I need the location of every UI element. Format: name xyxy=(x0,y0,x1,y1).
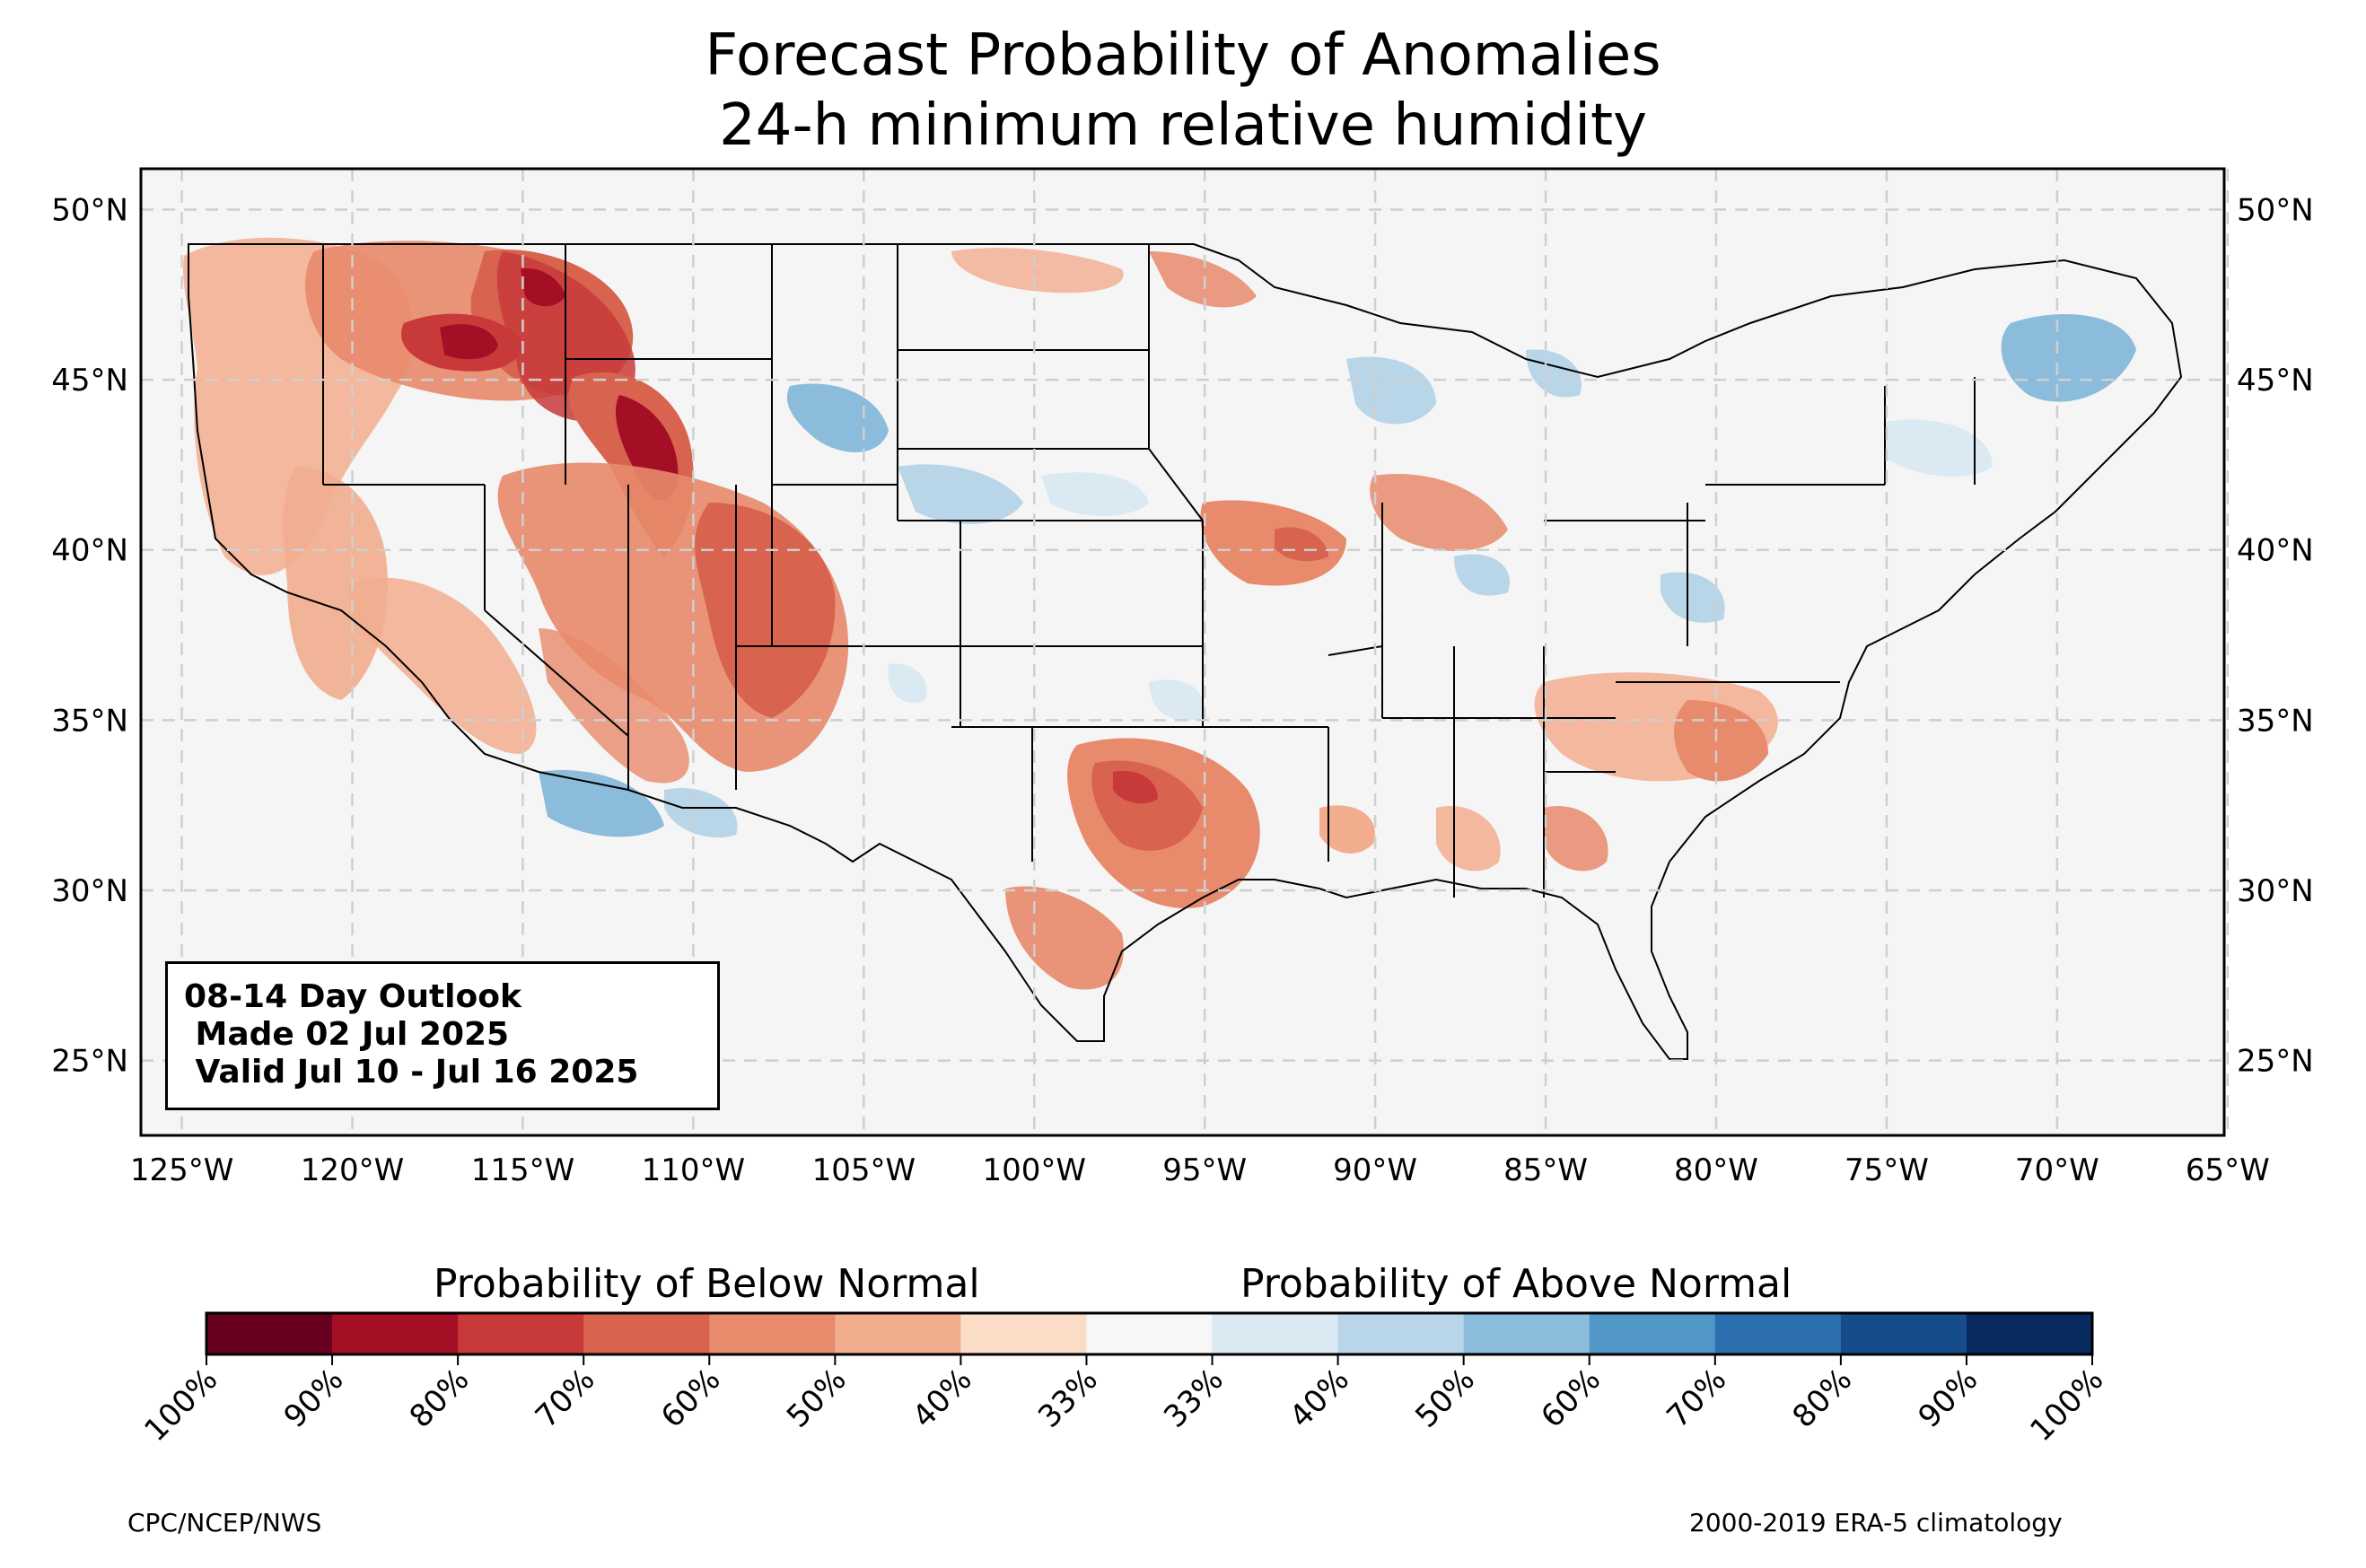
colorbar-swatch xyxy=(458,1313,584,1354)
axis-labels: 125°W 120°W 115°W 110°W 105°W 100°W 95°W 90°W 85… xyxy=(51,193,2313,1188)
latitude-label-left: 25°N xyxy=(51,1044,128,1080)
colorbar-swatch xyxy=(709,1313,836,1354)
colorbar-tick-label: 40% xyxy=(1283,1362,1356,1435)
colorbar-swatch xyxy=(1086,1313,1214,1354)
longitude-label: 65°W xyxy=(2186,1152,2270,1188)
colorbar-swatch xyxy=(1212,1313,1339,1354)
colorbar-swatch xyxy=(1337,1313,1465,1354)
colorbar-tick-label: 100% xyxy=(137,1362,224,1449)
latitude-label-right: 45°N xyxy=(2237,363,2314,399)
colorbar-tick-label: 80% xyxy=(403,1362,477,1435)
latitude-label-right: 40°N xyxy=(2237,533,2314,569)
colorbar-tick-label: 40% xyxy=(906,1362,979,1435)
colorbar-tick-label: 90% xyxy=(277,1362,351,1435)
longitude-label: 125°W xyxy=(130,1152,234,1188)
longitude-label: 80°W xyxy=(1674,1152,1758,1188)
credit-right: 2000-2019 ERA-5 climatology xyxy=(1689,1508,2063,1537)
longitude-label: 105°W xyxy=(812,1152,916,1188)
colorbar-tick-label: 50% xyxy=(780,1362,854,1435)
latitude-label-right: 25°N xyxy=(2237,1044,2314,1080)
colorbar-below-label: Probability of Below Normal xyxy=(434,1261,980,1307)
colorbar-tick-label: 60% xyxy=(654,1362,728,1435)
outlook-info-box: 08-14 Day Outlook Made 02 Jul 2025 Valid… xyxy=(165,961,720,1110)
colorbar-tick-label: 33% xyxy=(1031,1362,1105,1435)
colorbar-swatch xyxy=(583,1313,710,1354)
colorbar-above-label: Probability of Above Normal xyxy=(1240,1261,1792,1307)
latitude-label-right: 35°N xyxy=(2237,703,2314,739)
latitude-label-left: 35°N xyxy=(51,703,128,739)
longitude-label: 115°W xyxy=(471,1152,575,1188)
colorbar: 100% 90% 80% 70% 60% 50% 40% 33% 33% 40% 50% 60% 70%… xyxy=(137,1311,2110,1449)
latitude-label-right: 30°N xyxy=(2237,873,2314,909)
colorbar-tick-label: 33% xyxy=(1157,1362,1231,1435)
colorbar-tick-label: 90% xyxy=(1912,1362,1985,1435)
longitude-label: 90°W xyxy=(1333,1152,1417,1188)
colorbar-tick-label: 70% xyxy=(1660,1362,1733,1435)
outlook-valid-range: Valid Jul 10 - Jul 16 2025 xyxy=(184,1054,639,1091)
latitude-label-right: 50°N xyxy=(2237,193,2314,229)
credit-left: CPC/NCEP/NWS xyxy=(127,1508,322,1537)
title-line-2: 24-h minimum relative humidity xyxy=(719,92,1647,159)
longitude-label: 85°W xyxy=(1503,1152,1588,1188)
longitude-label: 110°W xyxy=(642,1152,746,1188)
outlook-title: 08-14 Day Outlook xyxy=(184,978,521,1015)
above-normal-shading xyxy=(539,314,2136,838)
longitude-label: 70°W xyxy=(2015,1152,2099,1188)
colorbar-frame xyxy=(205,1311,2094,1356)
colorbar-swatch xyxy=(1966,1313,2093,1354)
borders xyxy=(188,243,2183,1060)
colorbar-swatch xyxy=(1589,1313,1716,1354)
colorbar-tick-label: 80% xyxy=(1786,1362,1860,1435)
title-line-1: Forecast Probability of Anomalies xyxy=(705,22,1661,89)
latitude-label-left: 30°N xyxy=(51,873,128,909)
longitude-label: 95°W xyxy=(1162,1152,1247,1188)
latitude-label-left: 45°N xyxy=(51,363,128,399)
colorbar-tick-label: 60% xyxy=(1534,1362,1608,1435)
longitude-label: 75°W xyxy=(1845,1152,1929,1188)
latitude-label-left: 40°N xyxy=(51,533,128,569)
colorbar-tick-label: 100% xyxy=(2023,1362,2110,1449)
colorbar-tick-label: 50% xyxy=(1408,1362,1482,1435)
colorbar-swatch xyxy=(835,1313,961,1354)
colorbar-swatch xyxy=(332,1313,459,1354)
longitude-label: 100°W xyxy=(982,1152,1086,1188)
outlook-made-date: Made 02 Jul 2025 xyxy=(184,1016,510,1053)
colorbar-swatch xyxy=(1840,1313,1967,1354)
longitude-label: 120°W xyxy=(301,1152,405,1188)
colorbar-tick-label: 70% xyxy=(529,1362,602,1435)
latitude-label-left: 50°N xyxy=(51,193,128,229)
colorbar-swatch xyxy=(1714,1313,1842,1354)
map-frame xyxy=(139,167,2226,1137)
colorbar-swatch xyxy=(1463,1313,1590,1354)
colorbar-swatch xyxy=(206,1313,333,1354)
colorbar-swatch xyxy=(960,1313,1087,1354)
